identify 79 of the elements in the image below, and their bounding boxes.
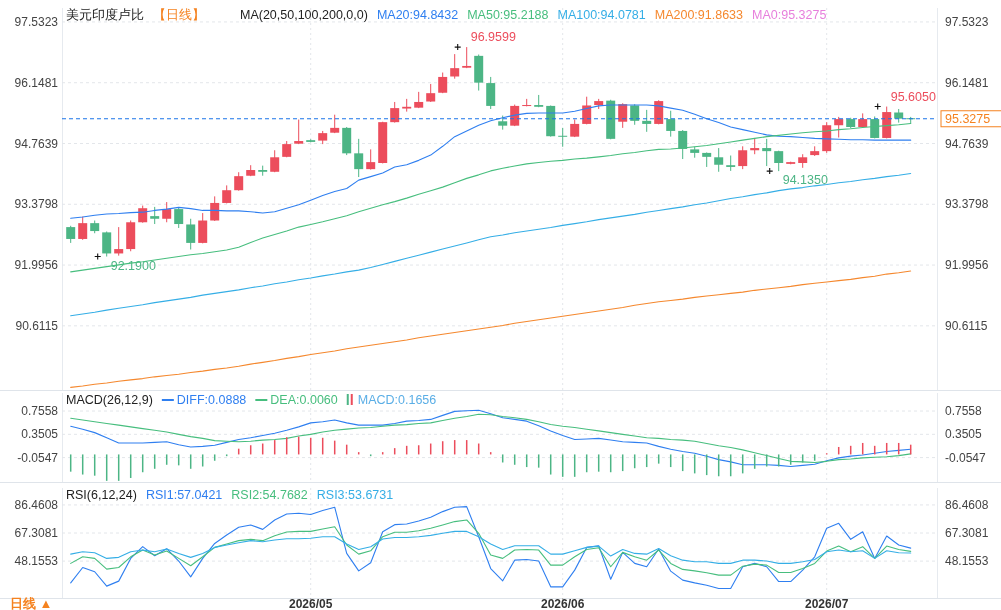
line-series xyxy=(70,519,912,576)
y2-tick-label: 93.3798 xyxy=(945,197,989,212)
candlestick xyxy=(78,216,88,241)
candlestick xyxy=(234,171,244,192)
x-tick-label: 2026/06 xyxy=(541,597,585,610)
legend-title: RSI(6,12,24) xyxy=(66,488,137,502)
text: RSI2:54.7682 xyxy=(231,488,308,502)
y2-tick-label: 90.6115 xyxy=(945,318,988,333)
annotation: MA0:95.3275 xyxy=(752,8,827,22)
candlestick xyxy=(486,76,496,110)
annotation: 95.6050 xyxy=(890,89,936,104)
y2-tick-label: 0.3505 xyxy=(945,427,983,442)
y-tick-label: 0.3505 xyxy=(21,427,59,442)
candlestick xyxy=(366,148,376,171)
candlestick xyxy=(354,138,364,178)
candlestick xyxy=(162,201,172,223)
y-tick-label: 93.3798 xyxy=(14,197,59,212)
legend-label: MACD:0.1656 xyxy=(357,393,437,407)
candlestick xyxy=(390,101,400,124)
y-tick-label: 0.7558 xyxy=(21,404,59,419)
line-series xyxy=(70,270,912,388)
candlestick xyxy=(762,138,772,167)
y-tick-label: 67.3081 xyxy=(14,526,59,541)
candlestick xyxy=(666,110,676,138)
candlestick xyxy=(426,83,436,103)
y2-tick-label: 67.3081 xyxy=(945,526,989,541)
candlestick xyxy=(450,53,460,80)
text: RSI3:53.6731 xyxy=(316,488,394,502)
line-series xyxy=(70,506,912,590)
annotation: 96.9599 xyxy=(470,30,516,45)
candlestick xyxy=(714,147,724,173)
legend-label: DIFF:0.0888 xyxy=(176,393,247,407)
candlestick xyxy=(114,226,124,257)
text: MA200:91.8633 xyxy=(654,8,744,22)
candlestick xyxy=(210,195,220,222)
y2-tick-label: 94.7639 xyxy=(945,136,989,151)
text: MA20:94.8432 xyxy=(376,8,459,22)
y-tick-label: -0.0547 xyxy=(17,450,59,465)
candlestick xyxy=(558,127,568,148)
y-tick-label: 91.9956 xyxy=(14,258,59,273)
y2-tick-label: 86.4608 xyxy=(945,497,989,512)
candlestick xyxy=(642,109,652,133)
y2-tick-label: -0.0547 xyxy=(945,450,987,465)
candlestick xyxy=(738,145,748,170)
text: MA100:94.0781 xyxy=(557,8,646,22)
candlestick xyxy=(102,230,112,258)
x-tick-label: 2026/05 xyxy=(289,597,333,610)
y-tick-label: 94.7639 xyxy=(14,136,59,151)
chart-title: 美元印度卢比 xyxy=(66,7,144,22)
y-tick-label: 86.4608 xyxy=(14,497,59,512)
y-tick-label: 90.6115 xyxy=(15,318,59,333)
annotation: 94.1350 xyxy=(782,173,828,188)
candlestick xyxy=(198,212,208,244)
text: RSI1:57.0421 xyxy=(145,488,223,502)
candlestick xyxy=(174,206,184,229)
annotation: 92.1900 xyxy=(110,258,156,273)
x-tick-label: 2026/07 xyxy=(805,597,849,610)
candlestick xyxy=(678,129,688,160)
chart-subtitle: 【日线】 xyxy=(153,8,205,22)
line-series xyxy=(70,172,912,317)
y-tick-label: 97.5323 xyxy=(14,14,59,29)
y2-tick-label: 48.1553 xyxy=(945,554,989,569)
candlestick xyxy=(582,96,592,125)
y-tick-label: 48.1553 xyxy=(14,554,59,569)
legend-label: DEA:0.0060 xyxy=(270,393,338,407)
legend-title: MACD(26,12,9) xyxy=(66,393,153,407)
candlestick xyxy=(186,218,196,250)
candlestick xyxy=(834,116,844,139)
text: MA50:95.2188 xyxy=(467,8,549,22)
legend-title: MA(20,50,100,200,0,0) xyxy=(240,8,368,22)
line-series xyxy=(70,530,912,564)
y2-tick-label: 0.7558 xyxy=(945,404,983,419)
y2-tick-label: 96.1481 xyxy=(945,75,989,90)
candlestick xyxy=(294,119,304,145)
y2-tick-label: 91.9956 xyxy=(945,258,989,273)
text: 日线 ▲ xyxy=(10,596,53,610)
ref-line-label: 95.3275 xyxy=(945,112,991,127)
y2-tick-label: 97.5323 xyxy=(945,14,989,29)
y-tick-label: 96.1481 xyxy=(14,75,59,90)
